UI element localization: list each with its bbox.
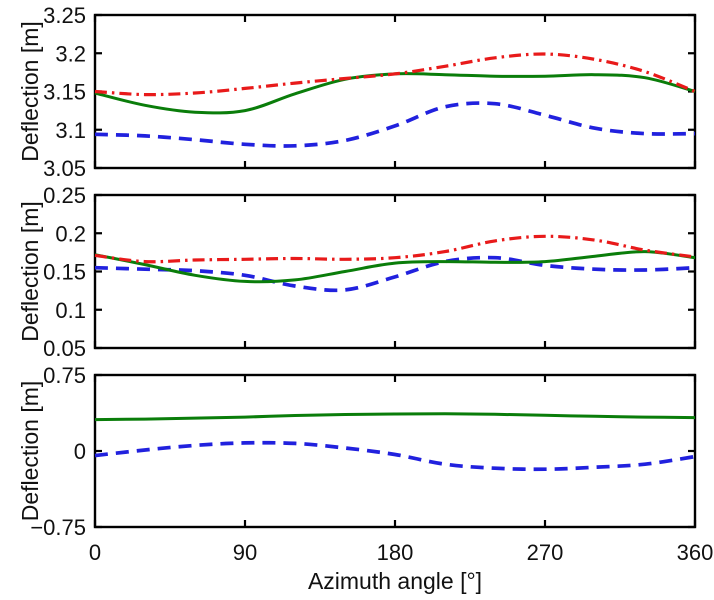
y-tick-label: 3.2 <box>55 41 86 66</box>
y-tick-label: −0.75 <box>30 515 86 540</box>
series-green-solid <box>94 250 696 284</box>
axes-box <box>93 13 697 170</box>
series-blue-dashed <box>94 101 696 148</box>
series-red-dashdot <box>94 234 696 264</box>
y-tick-label: 0.75 <box>43 363 86 388</box>
y-axis-label-bottom: Deflection [m] <box>17 381 43 522</box>
y-tick-label: 0 <box>74 439 86 464</box>
axes-box <box>93 373 697 529</box>
y-axis-label-top: Deflection [m] <box>17 21 43 162</box>
y-tick-label: 0.15 <box>43 260 86 285</box>
y-tick-label: 3.05 <box>43 156 86 181</box>
y-tick-label: 3.15 <box>43 80 86 105</box>
y-tick-label: 0.05 <box>43 336 86 361</box>
series-blue-dashed <box>94 440 696 472</box>
y-axis-label-middle: Deflection [m] <box>17 201 43 342</box>
series-green-solid <box>94 412 696 422</box>
y-tick-label: 0.25 <box>43 183 86 208</box>
series-red-dashdot <box>94 52 696 97</box>
x-tick-label: 0 <box>89 540 101 565</box>
x-tick-label: 90 <box>233 540 257 565</box>
x-axis-label: Azimuth angle [°] <box>308 568 482 594</box>
y-tick-label: 3.1 <box>55 118 86 143</box>
y-tick-label: 0.1 <box>55 298 86 323</box>
x-tick-label: 270 <box>527 540 564 565</box>
x-tick-label: 180 <box>377 540 414 565</box>
y-tick-label: 3.25 <box>43 3 86 28</box>
x-tick-label: 360 <box>677 540 714 565</box>
y-tick-label: 0.2 <box>55 221 86 246</box>
series-green-solid <box>94 72 696 115</box>
series-blue-dashed <box>94 255 696 293</box>
